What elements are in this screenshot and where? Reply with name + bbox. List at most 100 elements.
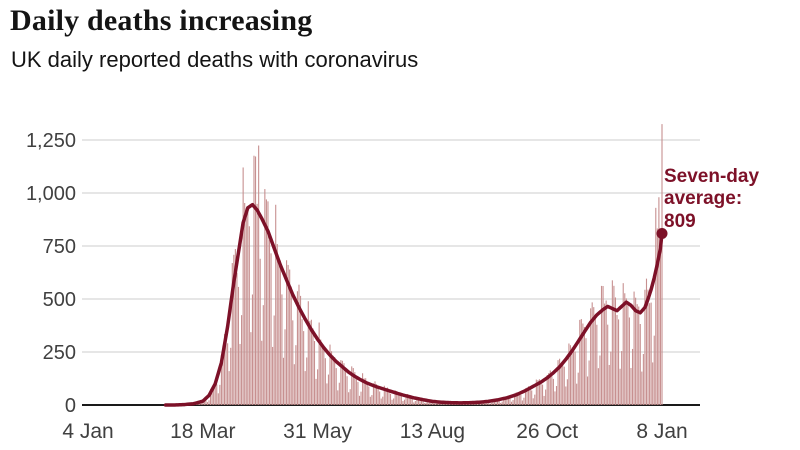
daily-deaths-bar	[320, 339, 322, 405]
daily-deaths-bar	[585, 338, 587, 405]
daily-deaths-bar	[258, 145, 260, 405]
daily-deaths-bar	[607, 324, 609, 405]
daily-deaths-bar	[278, 262, 280, 405]
daily-deaths-bar	[555, 385, 558, 405]
daily-deaths-bar	[514, 393, 516, 405]
daily-deaths-bar	[591, 302, 593, 405]
daily-deaths-bar	[310, 319, 312, 405]
daily-deaths-bar	[244, 202, 246, 405]
daily-deaths-bar	[600, 285, 603, 405]
daily-deaths-bar	[245, 208, 247, 405]
daily-deaths-bar	[379, 391, 381, 405]
daily-deaths-bar	[253, 155, 255, 405]
daily-deaths-bar	[393, 398, 395, 405]
daily-deaths-bar	[272, 346, 274, 405]
daily-deaths-bar	[279, 260, 281, 405]
daily-deaths-bar	[478, 404, 480, 405]
daily-deaths-bar	[506, 397, 508, 405]
daily-deaths-bar	[619, 368, 621, 405]
line-end-dot	[656, 227, 668, 239]
daily-deaths-bar	[569, 345, 572, 405]
daily-deaths-bar	[430, 400, 432, 405]
daily-deaths-bar	[489, 403, 491, 405]
daily-deaths-bar	[282, 357, 285, 405]
x-tick-label: 26 Oct	[516, 420, 578, 443]
daily-deaths-bar	[213, 386, 215, 405]
daily-deaths-bar	[531, 390, 533, 405]
daily-deaths-bar	[306, 357, 308, 405]
daily-deaths-bar	[416, 396, 418, 405]
daily-deaths-bar	[410, 397, 412, 405]
daily-deaths-bar	[265, 199, 267, 405]
daily-deaths-bar	[445, 404, 447, 405]
x-tick-label: 8 Jan	[636, 420, 687, 443]
daily-deaths-bar	[303, 331, 305, 405]
daily-deaths-bar	[372, 383, 374, 405]
daily-deaths-bar	[358, 395, 361, 405]
daily-deaths-bar	[523, 397, 525, 405]
daily-deaths-bar	[284, 329, 286, 405]
daily-deaths-bar	[571, 347, 573, 405]
daily-deaths-bar	[422, 400, 424, 405]
daily-deaths-bar	[292, 320, 294, 405]
daily-deaths-bar	[396, 390, 398, 405]
daily-deaths-bar	[566, 379, 568, 405]
daily-deaths-bar	[242, 167, 244, 405]
daily-deaths-bar	[382, 396, 384, 405]
daily-deaths-bar	[518, 394, 520, 405]
daily-deaths-bar	[289, 269, 291, 405]
daily-deaths-bar	[574, 351, 576, 405]
daily-deaths-bar	[535, 379, 537, 405]
daily-deaths-bar	[290, 286, 292, 405]
daily-deaths-bar	[655, 207, 657, 405]
daily-deaths-bar	[447, 403, 449, 405]
daily-deaths-bar	[273, 315, 275, 405]
daily-deaths-bar	[301, 319, 303, 405]
daily-deaths-bar	[526, 387, 528, 405]
daily-deaths-bar	[389, 393, 392, 405]
daily-deaths-bar	[309, 320, 311, 405]
daily-deaths-bar	[329, 344, 331, 405]
daily-deaths-bar	[365, 378, 367, 405]
daily-deaths-bar	[635, 297, 637, 405]
daily-deaths-bar	[386, 387, 388, 405]
daily-deaths-bar	[495, 399, 497, 405]
daily-deaths-bar	[307, 301, 309, 405]
x-tick-label: 4 Jan	[62, 420, 113, 443]
daily-deaths-bar	[613, 285, 615, 405]
daily-deaths-bar	[596, 324, 598, 405]
daily-deaths-bar	[323, 346, 325, 405]
daily-deaths-bar	[206, 402, 208, 405]
daily-deaths-bar	[275, 204, 277, 405]
daily-deaths-bar	[545, 389, 547, 405]
daily-deaths-bar	[228, 371, 230, 405]
daily-deaths-bar	[647, 289, 649, 405]
daily-deaths-bar	[636, 304, 638, 405]
daily-deaths-bar	[630, 367, 632, 405]
daily-deaths-bar	[362, 373, 364, 405]
y-axis-labels: 0 250 500 750 1,000 1,250	[26, 130, 76, 417]
daily-deaths-bar	[286, 260, 288, 405]
daily-deaths-bar	[234, 249, 236, 405]
daily-deaths-bar	[407, 394, 409, 405]
daily-deaths-bar	[231, 263, 233, 405]
daily-deaths-bar	[658, 197, 660, 405]
daily-deaths-bar	[340, 360, 342, 405]
daily-deaths-bar	[652, 362, 654, 405]
daily-deaths-bar	[577, 372, 579, 405]
daily-deaths-bar	[315, 378, 317, 405]
daily-deaths-bar	[380, 398, 382, 405]
daily-deaths-bar	[645, 278, 648, 405]
daily-deaths-bar	[552, 378, 554, 405]
daily-deaths-bar	[413, 402, 415, 405]
daily-deaths-bar	[605, 300, 607, 405]
daily-deaths-bar	[520, 394, 522, 405]
seven-day-average-path	[163, 202, 664, 407]
daily-deaths-bar	[538, 379, 540, 405]
daily-deaths-bar	[331, 351, 333, 405]
daily-deaths-bar	[349, 389, 351, 405]
daily-deaths-bar	[532, 398, 534, 405]
daily-deaths-bar	[642, 354, 644, 405]
daily-deaths-bar	[624, 293, 626, 405]
